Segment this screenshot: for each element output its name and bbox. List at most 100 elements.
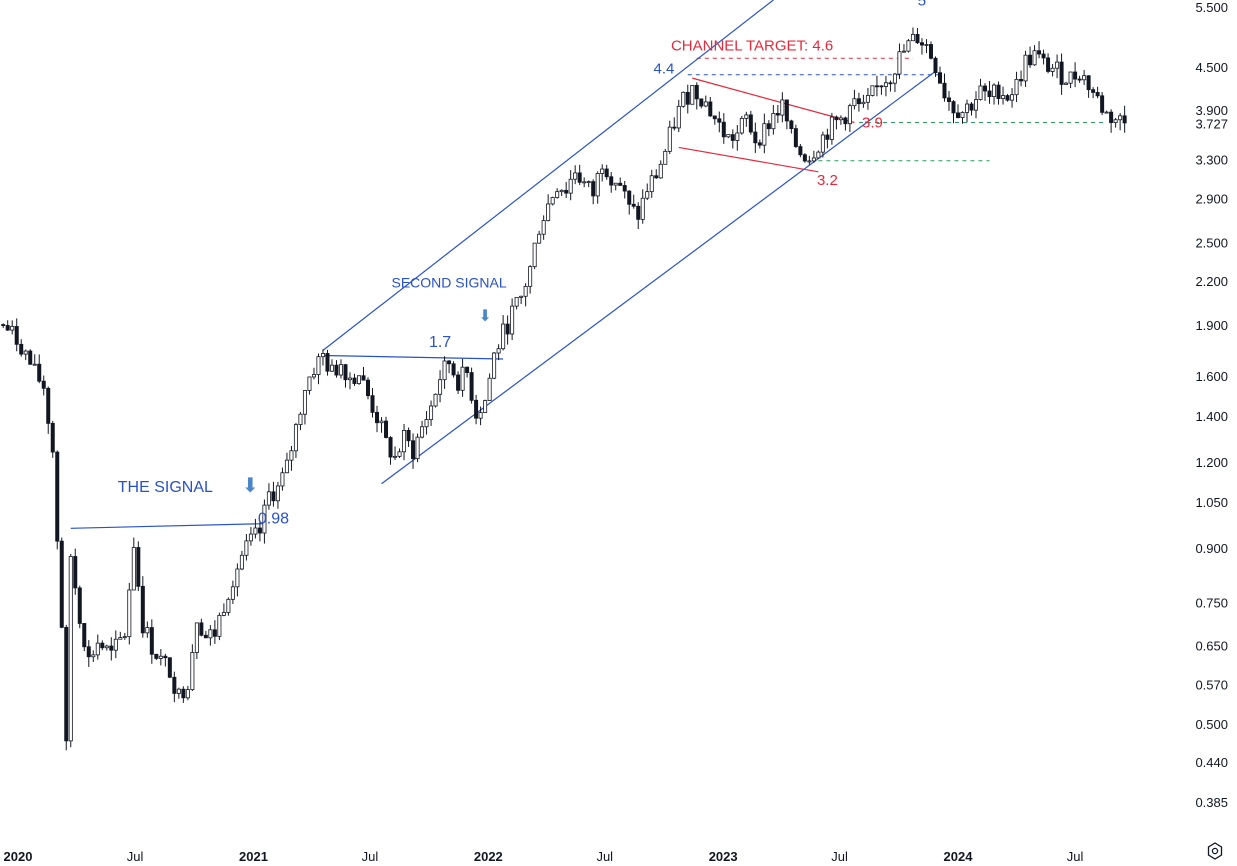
candle-up <box>186 686 189 700</box>
candle-down <box>15 318 18 351</box>
y-tick-label: 0.650 <box>1195 638 1228 653</box>
candle-up <box>965 100 968 123</box>
price-axis[interactable]: 5.5004.5003.9003.7273.3002.9002.5002.200… <box>1195 0 1228 810</box>
candle-up <box>682 91 685 107</box>
candle-up <box>393 446 396 460</box>
trend-lines <box>71 0 936 528</box>
candle-down <box>1046 53 1049 73</box>
candle-down <box>605 165 608 180</box>
candle-down <box>749 111 752 135</box>
second-signal-label: SECOND SIGNAL <box>392 274 507 290</box>
candle-up <box>587 180 590 187</box>
candle-up <box>425 411 428 435</box>
candle-down <box>655 169 658 179</box>
candle-up <box>1119 113 1122 130</box>
x-tick-label: Jul <box>831 849 848 863</box>
candle-down <box>87 640 90 667</box>
candle-down <box>826 129 829 149</box>
candle-up <box>529 265 532 293</box>
candle-down <box>456 371 459 394</box>
chart-settings-icon[interactable] <box>1205 841 1225 861</box>
second-value: 1.7 <box>429 334 451 351</box>
candle-up <box>443 356 446 389</box>
candle-down <box>610 172 613 193</box>
candle-down <box>970 102 973 115</box>
candle-down <box>767 120 770 136</box>
flag-lower[interactable] <box>679 147 819 171</box>
candle-up <box>240 551 243 570</box>
candle-down <box>880 85 883 95</box>
candle-down <box>56 450 59 549</box>
candle-up <box>538 231 541 244</box>
x-tick-label: Jul <box>1067 849 1084 863</box>
y-tick-label: 2.200 <box>1195 274 1228 289</box>
candle-down <box>389 436 392 465</box>
y-tick-label: 0.750 <box>1195 596 1228 611</box>
candle-down <box>578 165 581 185</box>
candle-up <box>348 372 351 389</box>
candle-up <box>195 623 198 659</box>
candle-up <box>520 296 523 304</box>
candle-up <box>808 156 811 165</box>
signal-line[interactable] <box>71 524 265 529</box>
candle-up <box>231 581 234 604</box>
candle-down <box>78 586 81 629</box>
candle-down <box>272 482 275 507</box>
candle-down <box>1042 50 1045 65</box>
candle-down <box>74 549 77 595</box>
candle-up <box>339 359 342 378</box>
candle-up <box>159 649 162 665</box>
channel-target: CHANNEL TARGET: 4.6 <box>671 38 833 55</box>
candle-down <box>42 375 45 395</box>
candle-down <box>204 631 207 638</box>
candle-up <box>69 554 72 747</box>
candle-up <box>317 354 320 385</box>
x-tick-label: 2022 <box>474 849 503 863</box>
candle-down <box>1110 109 1113 133</box>
candle-up <box>209 625 212 646</box>
candle-up <box>438 370 441 402</box>
candle-up <box>727 134 730 138</box>
candle-down <box>51 421 54 458</box>
candle-down <box>988 81 991 104</box>
candle-down <box>947 91 950 111</box>
candle-up <box>227 597 230 615</box>
candle-up <box>254 519 257 539</box>
candle-up <box>249 527 252 546</box>
candle-up <box>772 105 775 135</box>
second-signal-line[interactable] <box>323 356 503 359</box>
horizontal-levels <box>688 58 1107 161</box>
candle-up <box>574 165 577 184</box>
candle-down <box>637 202 640 229</box>
candle-up <box>736 125 739 151</box>
candle-up <box>434 393 437 407</box>
candle-down <box>65 625 68 750</box>
candle-up <box>704 96 707 108</box>
candle-up <box>677 100 680 132</box>
the-signal-label: THE SIGNAL <box>118 479 213 496</box>
second-signal-arrow: ⬇ <box>478 308 491 325</box>
candle-up <box>1024 51 1027 87</box>
candle-up <box>650 170 653 198</box>
candle-up <box>992 83 995 104</box>
candle-down <box>213 620 216 644</box>
candle-up <box>1055 55 1058 79</box>
candle-down <box>362 367 365 380</box>
candle-up <box>542 215 545 239</box>
candle-up <box>303 390 306 424</box>
candle-down <box>686 85 689 114</box>
candle-down <box>997 81 1000 104</box>
candle-up <box>290 446 293 471</box>
y-tick-label: 0.500 <box>1195 717 1228 732</box>
candle-up <box>312 368 315 380</box>
candle-up <box>1033 45 1036 66</box>
y-tick-label: 0.570 <box>1195 678 1228 693</box>
candle-down <box>1006 94 1009 102</box>
candle-down <box>592 179 595 204</box>
y-tick-label: 1.400 <box>1195 409 1228 424</box>
candle-down <box>857 93 860 112</box>
candle-up <box>330 359 333 372</box>
candle-down <box>803 153 806 163</box>
